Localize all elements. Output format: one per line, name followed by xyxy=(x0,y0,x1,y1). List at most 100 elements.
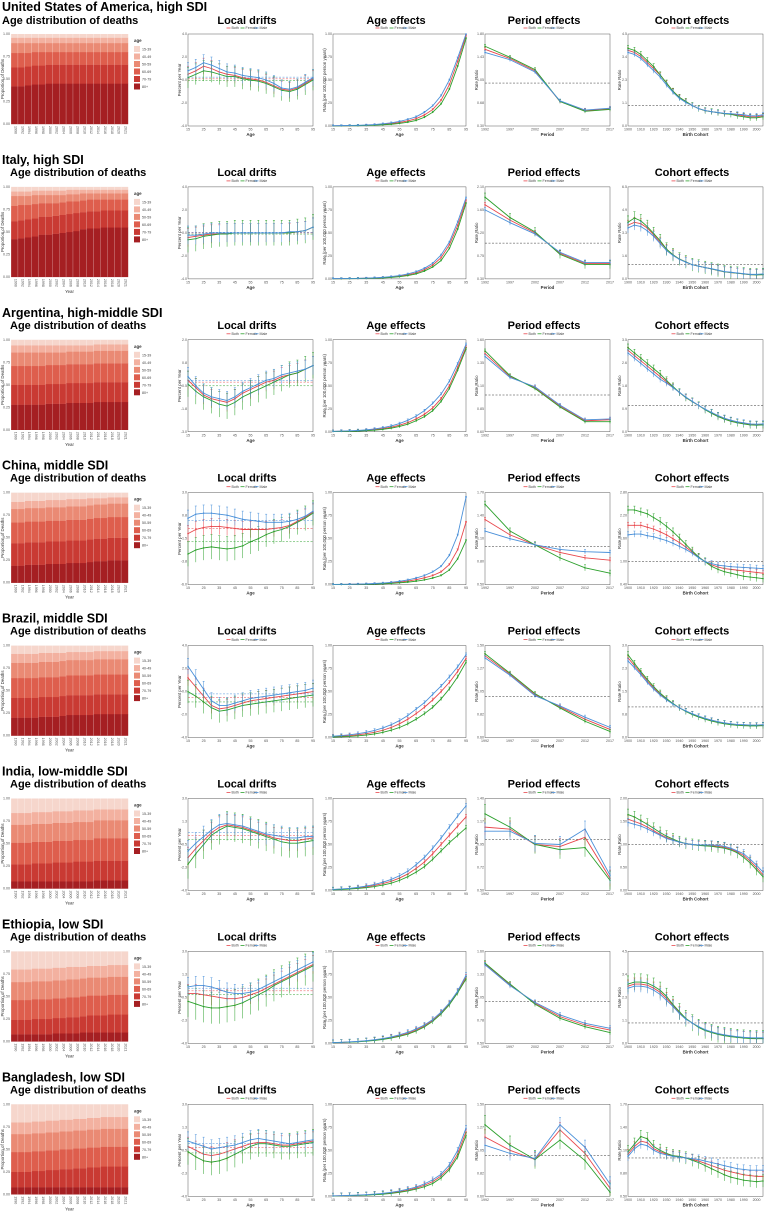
bar-segment xyxy=(107,186,115,190)
data-point xyxy=(685,548,687,551)
bar-segment xyxy=(45,499,53,508)
y-tick-label: 0.00 xyxy=(325,736,332,740)
data-point xyxy=(456,558,459,560)
data-point xyxy=(559,843,561,846)
x-tick-label: 1910 xyxy=(637,128,645,132)
data-point xyxy=(195,695,197,697)
data-point xyxy=(584,419,586,421)
bar-segment xyxy=(52,403,60,430)
legend-swatch xyxy=(134,527,140,534)
data-point xyxy=(234,396,236,398)
bar-segment xyxy=(59,190,67,196)
y-tick-label: 1.00 xyxy=(325,644,332,648)
bar-segment xyxy=(52,352,60,366)
x-tick-label: 2006 xyxy=(69,738,73,746)
bar-segment xyxy=(66,43,74,53)
bar-segment xyxy=(11,186,19,192)
y-tick-label: 0.75 xyxy=(3,55,10,59)
legend-label: 60-69 xyxy=(142,223,151,227)
bar-segment xyxy=(24,404,32,430)
data-point xyxy=(710,110,713,113)
data-point xyxy=(448,834,451,837)
data-point xyxy=(281,374,283,376)
data-point xyxy=(202,835,205,838)
data-point xyxy=(432,402,434,405)
legend-label: Both xyxy=(381,791,388,795)
data-point xyxy=(390,581,392,584)
x-tick-label: 2016 xyxy=(103,432,107,440)
legend-label: 80+ xyxy=(142,697,148,701)
bar-segment xyxy=(121,838,129,861)
bar-segment xyxy=(17,339,25,346)
x-axis-label: Age xyxy=(246,591,255,596)
x-tick-label: 2000 xyxy=(753,128,761,132)
legend-label: 15-39 xyxy=(142,506,151,510)
x-tick-label: 2020 xyxy=(117,126,121,134)
bar-segment xyxy=(121,43,129,53)
bar-segment xyxy=(107,880,115,889)
y-tick-label: 1.00 xyxy=(325,185,332,189)
series-line xyxy=(485,828,611,876)
bar-segment xyxy=(52,798,60,812)
panel-title: Age distribution of deaths xyxy=(10,320,146,332)
x-tick-label: 2002 xyxy=(55,738,59,746)
bar-segment xyxy=(59,383,67,404)
data-point xyxy=(440,685,442,687)
bar-segment xyxy=(100,43,108,53)
bar-segment xyxy=(52,677,60,698)
bar-segment xyxy=(114,382,122,403)
data-point xyxy=(762,567,764,570)
data-point xyxy=(288,372,291,374)
bar-segment xyxy=(66,660,74,676)
x-tick-label: 1998 xyxy=(41,279,45,287)
data-point xyxy=(187,863,189,865)
legend-label: Female xyxy=(543,332,555,336)
y-tick-label: 1.10 xyxy=(477,537,484,541)
bar-segment xyxy=(107,339,115,345)
panel-title: Cohort effects xyxy=(655,779,730,791)
y-tick-label: 0.00 xyxy=(325,277,332,281)
data-point xyxy=(640,511,642,513)
data-point xyxy=(423,577,426,579)
bar-segment xyxy=(86,498,94,506)
bar-segment xyxy=(79,506,87,520)
bar-segment xyxy=(114,645,122,652)
data-point xyxy=(456,362,459,365)
bar-segment xyxy=(107,37,115,44)
x-tick-label: 45 xyxy=(233,892,237,896)
legend-swatch xyxy=(134,76,140,82)
data-point xyxy=(749,576,751,578)
bar-segment xyxy=(11,662,19,679)
x-tick-label: 1910 xyxy=(637,280,645,284)
bar-segment xyxy=(45,652,53,662)
x-tick-label: 1998 xyxy=(41,738,45,746)
data-point xyxy=(195,549,197,551)
bar-segment xyxy=(114,83,122,125)
data-point xyxy=(448,554,451,557)
data-point xyxy=(456,221,459,223)
data-point xyxy=(465,539,467,542)
bar-segment xyxy=(24,186,32,192)
bar-segment xyxy=(86,492,94,499)
x-tick-label: 2002 xyxy=(531,128,539,132)
data-point xyxy=(281,835,283,838)
y-tick-label: 1.43 xyxy=(477,55,484,59)
legend-label: Both xyxy=(381,332,388,336)
bar-segment xyxy=(17,34,25,38)
data-point xyxy=(691,263,694,266)
bar-segment xyxy=(38,34,46,38)
bar-segment xyxy=(66,695,74,716)
data-point xyxy=(210,546,213,548)
legend-swatch xyxy=(134,542,140,549)
data-point xyxy=(187,234,189,236)
bar-segment xyxy=(31,190,39,196)
legend-label: 70-79 xyxy=(142,78,151,82)
data-point xyxy=(382,884,384,886)
x-tick-label: 2000 xyxy=(48,891,52,899)
x-tick-label: 45 xyxy=(381,433,385,437)
data-point xyxy=(312,835,314,838)
x-tick-label: 85 xyxy=(295,586,299,590)
y-tick-label: 1.00 xyxy=(3,797,10,801)
bar-segment xyxy=(11,86,19,125)
